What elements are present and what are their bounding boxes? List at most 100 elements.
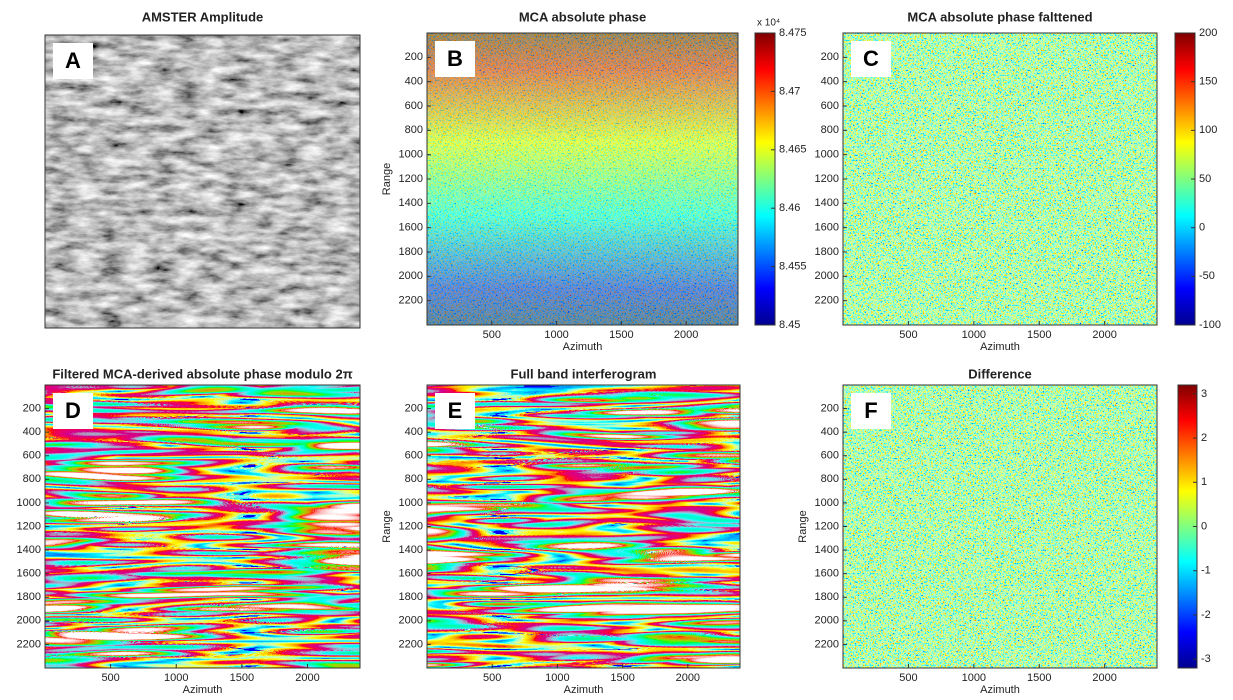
y-tick-label: 200	[23, 402, 41, 414]
colorbar-tick-label: 3	[1201, 388, 1207, 400]
x-tick-label: 500	[483, 672, 501, 684]
colorbar-tick-label: 8.475	[779, 27, 807, 39]
colorbar-tick-label: 50	[1199, 173, 1211, 185]
x-tick-label: 1500	[1027, 672, 1051, 684]
x-axis-label: Azimuth	[564, 684, 604, 696]
panel-title: Difference	[968, 366, 1032, 381]
colorbar	[755, 33, 775, 325]
y-tick-label: 1000	[399, 149, 423, 161]
colorbar-tick-label: 8.465	[779, 144, 807, 156]
colorbar-tick-label: 0	[1199, 222, 1205, 234]
x-tick-label: 1500	[610, 672, 634, 684]
y-tick-label: 600	[405, 100, 423, 112]
y-tick-label: 1600	[399, 222, 423, 234]
y-axis-label: Range	[797, 510, 809, 542]
colorbar-multiplier: x 10⁴	[757, 18, 780, 29]
y-tick-label: 800	[821, 473, 839, 485]
colorbar-tick-label: 1	[1201, 476, 1207, 488]
y-tick-label: 800	[23, 473, 41, 485]
y-tick-label: 1400	[17, 544, 41, 556]
panel-letter: A	[65, 48, 81, 73]
panel-title: MCA absolute phase falttened	[907, 9, 1092, 24]
y-tick-label: 1000	[815, 497, 839, 509]
x-tick-label: 2000	[674, 329, 698, 341]
y-tick-label: 1200	[815, 173, 839, 185]
y-tick-label: 1000	[17, 497, 41, 509]
y-tick-label: 1600	[815, 568, 839, 580]
panel-title: Full band interferogram	[511, 366, 657, 381]
panel-title: Filtered MCA-derived absolute phase modu…	[52, 366, 352, 381]
y-tick-label: 800	[405, 473, 423, 485]
panel-title: MCA absolute phase	[519, 9, 646, 24]
y-tick-label: 1800	[399, 591, 423, 603]
y-tick-label: 600	[405, 450, 423, 462]
y-tick-label: 200	[405, 51, 423, 63]
y-tick-label: 400	[405, 426, 423, 438]
panel-letter: F	[864, 398, 877, 423]
colorbar-tick-label: -1	[1201, 565, 1211, 577]
colorbar-tick-label: 8.46	[779, 202, 800, 214]
y-tick-label: 2200	[399, 638, 423, 650]
colorbar-tick-label: -3	[1201, 653, 1211, 665]
y-tick-label: 800	[821, 124, 839, 136]
colorbar-tick-label: 200	[1199, 27, 1217, 39]
y-tick-label: 1000	[815, 149, 839, 161]
x-tick-label: 1000	[545, 672, 569, 684]
y-tick-label: 200	[821, 402, 839, 414]
y-tick-label: 1400	[399, 544, 423, 556]
x-tick-label: 1500	[1027, 329, 1051, 341]
x-axis-label: Azimuth	[980, 341, 1020, 353]
y-tick-label: 1400	[399, 197, 423, 209]
colorbar-tick-label: 8.455	[779, 261, 807, 273]
x-axis-label: Azimuth	[980, 684, 1020, 696]
y-tick-label: 600	[821, 100, 839, 112]
y-tick-label: 400	[821, 76, 839, 88]
panel-letter: D	[65, 398, 81, 423]
x-tick-label: 1000	[962, 672, 986, 684]
figure: AMSTER AmplitudeAMCA absolute phaseB5001…	[0, 0, 1233, 700]
x-tick-label: 2000	[295, 672, 319, 684]
y-tick-label: 1000	[399, 497, 423, 509]
y-tick-label: 1200	[815, 520, 839, 532]
x-tick-label: 1500	[609, 329, 633, 341]
panel-letter: C	[863, 46, 879, 71]
colorbar-tick-label: 0	[1201, 520, 1207, 532]
y-tick-label: 400	[821, 426, 839, 438]
y-tick-label: 1600	[815, 222, 839, 234]
y-tick-label: 2000	[399, 615, 423, 627]
panel-title: AMSTER Amplitude	[142, 9, 264, 24]
y-tick-label: 800	[405, 124, 423, 136]
colorbar-tick-label: 8.47	[779, 85, 800, 97]
x-axis-label: Azimuth	[183, 684, 223, 696]
y-tick-label: 2000	[815, 270, 839, 282]
colorbar-tick-label: 100	[1199, 124, 1217, 136]
y-tick-label: 2200	[17, 638, 41, 650]
y-tick-label: 1800	[815, 246, 839, 258]
colorbar-tick-label: -50	[1199, 270, 1215, 282]
panel-letter: E	[448, 398, 463, 423]
y-tick-label: 400	[405, 76, 423, 88]
x-tick-label: 1000	[962, 329, 986, 341]
y-axis-label: Range	[381, 163, 393, 195]
x-tick-label: 2000	[1092, 672, 1116, 684]
y-axis-label: Range	[381, 510, 393, 542]
y-tick-label: 600	[821, 450, 839, 462]
x-tick-label: 500	[899, 329, 917, 341]
x-tick-label: 1000	[544, 329, 568, 341]
y-tick-label: 1800	[399, 246, 423, 258]
x-tick-label: 1500	[230, 672, 254, 684]
y-tick-label: 1400	[815, 544, 839, 556]
y-tick-label: 1600	[17, 568, 41, 580]
y-tick-label: 1200	[399, 520, 423, 532]
x-tick-label: 2000	[1092, 329, 1116, 341]
y-tick-label: 2200	[399, 295, 423, 307]
y-tick-label: 1200	[17, 520, 41, 532]
x-tick-label: 500	[483, 329, 501, 341]
y-tick-label: 2200	[815, 638, 839, 650]
colorbar-tick-label: 8.45	[779, 319, 800, 331]
y-tick-label: 1200	[399, 173, 423, 185]
y-tick-label: 2000	[815, 615, 839, 627]
x-tick-label: 2000	[676, 672, 700, 684]
x-tick-label: 500	[899, 672, 917, 684]
y-tick-label: 1800	[17, 591, 41, 603]
